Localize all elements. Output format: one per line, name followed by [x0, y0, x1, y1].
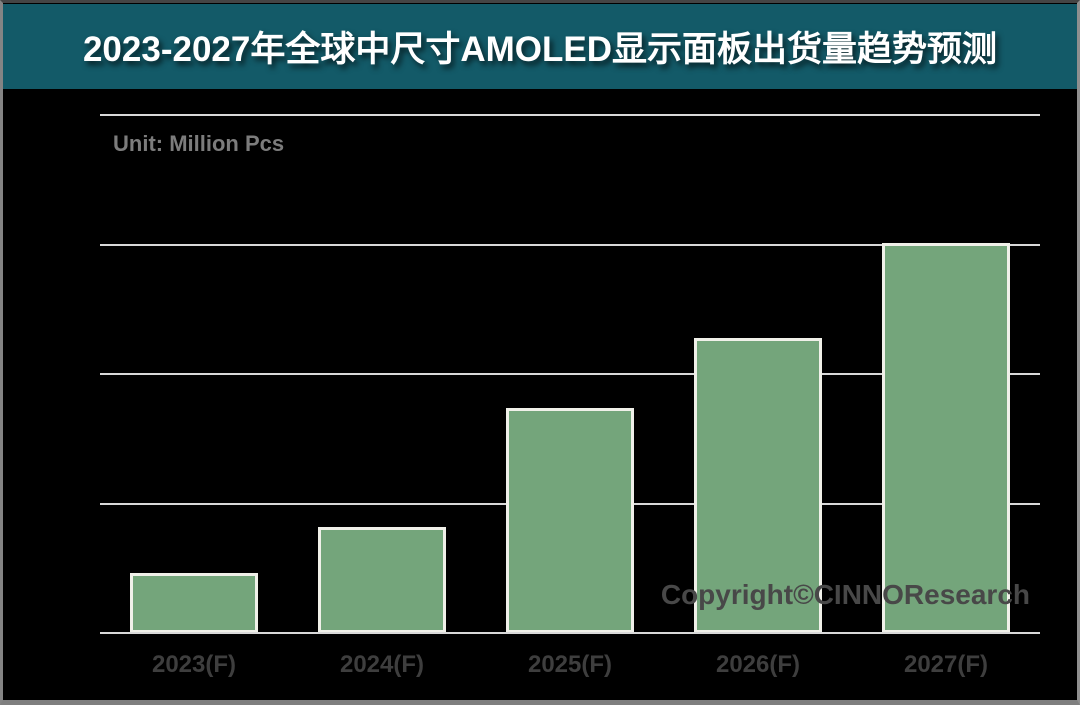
x-axis-label: 2024(F)	[339, 651, 425, 678]
bar-2027	[882, 243, 1010, 633]
bar-2024	[318, 527, 446, 633]
x-axis-label: 2023(F)	[151, 651, 237, 678]
horizontal-gridline	[100, 114, 1040, 116]
unit-label: Unit: Million Pcs	[113, 131, 285, 156]
x-axis-label: 2027(F)	[903, 651, 989, 678]
chart-title: 2023-2027年全球中尺寸AMOLED显示面板出货量趋势预测	[82, 30, 998, 69]
horizontal-gridline	[100, 243, 1040, 246]
x-axis-line	[100, 632, 1040, 634]
horizontal-gridline	[100, 373, 1040, 375]
copyright-watermark: Copyright©CINNOResearch	[660, 579, 1030, 610]
x-axis-label: 2025(F)	[527, 651, 613, 678]
bar-2026	[694, 338, 822, 633]
x-axis-label: 2026(F)	[715, 651, 801, 678]
bar-2023	[130, 573, 258, 633]
chart-title-bar: 2023-2027年全球中尺寸AMOLED显示面板出货量趋势预测	[3, 4, 1077, 89]
bar-2025	[506, 408, 634, 633]
